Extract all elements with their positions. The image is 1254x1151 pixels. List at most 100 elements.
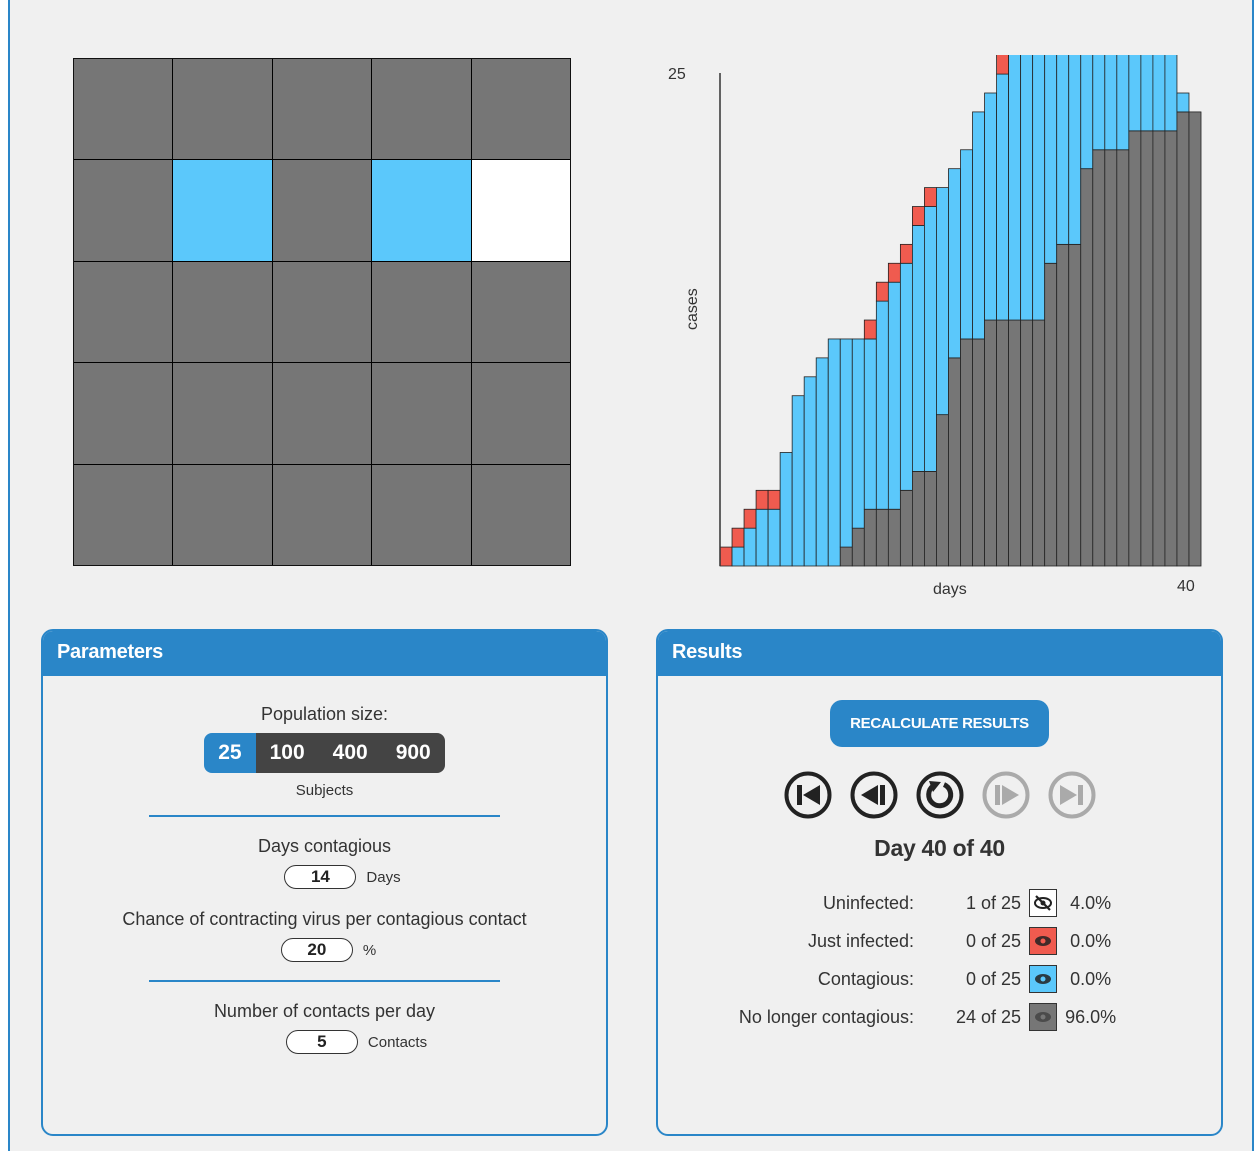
first-icon[interactable] (784, 771, 832, 819)
days-unit-label: Days (366, 868, 401, 886)
bar-contagious (1128, 55, 1142, 132)
bar-no-longer (948, 357, 961, 567)
simulation-app: 25 40 days cases Parameters Population s… (8, 0, 1254, 1151)
grid-cell (372, 59, 471, 160)
results-header: Results (658, 631, 1221, 676)
bar-no-longer (1044, 262, 1058, 567)
stat-swatch[interactable] (1025, 998, 1061, 1036)
bar-just-infected (731, 527, 745, 548)
population-option-100[interactable]: 100 (255, 733, 319, 773)
population-option-25[interactable]: 25 (204, 733, 256, 773)
parameters-header: Parameters (43, 631, 606, 676)
bar-contagious (1116, 55, 1130, 151)
bar-no-longer (863, 508, 877, 567)
bar-contagious (875, 300, 889, 510)
population-size-label: Population size: (260, 704, 389, 724)
bar-just-infected (767, 489, 781, 510)
bar-contagious (827, 338, 841, 567)
bar-no-longer (839, 546, 853, 567)
bar-contagious (1008, 55, 1022, 321)
stat-swatch[interactable] (1025, 884, 1061, 922)
bar-no-longer (996, 319, 1010, 567)
bar-contagious (1068, 55, 1082, 245)
stat-percent: 96.0% (1065, 1006, 1117, 1027)
stat-percent: 0.0% (1070, 968, 1112, 989)
grid-cell (272, 363, 372, 464)
bar-contagious (1176, 92, 1190, 113)
bar-no-longer (984, 319, 997, 567)
days-contagious-input[interactable]: 14 (284, 865, 357, 889)
y-axis-label: cases (684, 288, 701, 330)
divider (149, 980, 500, 982)
replay-icon[interactable] (916, 771, 964, 819)
results-panel: Results RECALCULATE RESULTS (656, 629, 1223, 1136)
bar-contagious (911, 225, 925, 472)
step-forward-icon[interactable] (982, 771, 1030, 819)
bar-no-longer (1128, 130, 1142, 567)
bar-contagious (1104, 55, 1118, 151)
bar-contagious (1164, 55, 1178, 132)
bar-contagious (924, 206, 937, 472)
grid-cell (372, 464, 471, 565)
day-counter: Day 40 of 40 (874, 835, 1005, 861)
bar-contagious (815, 357, 829, 567)
bar-no-longer (1056, 243, 1070, 567)
contacts-input[interactable]: 5 (285, 1030, 358, 1054)
bar-just-infected (924, 187, 937, 207)
bar-no-longer (1164, 130, 1178, 567)
bar-contagious (1092, 55, 1106, 151)
stat-label: Contagious: (817, 968, 914, 989)
chart-bars (719, 55, 1202, 567)
grid-cell (173, 261, 272, 363)
stat-count: 1 of 25 (966, 892, 1022, 913)
step-back-icon[interactable] (850, 771, 898, 819)
last-icon[interactable] (1048, 771, 1096, 819)
bar-no-longer (1140, 130, 1154, 567)
bar-no-longer (1104, 149, 1118, 567)
stat-count: 0 of 25 (966, 968, 1022, 989)
eye-slash-icon[interactable] (1029, 889, 1058, 917)
population-option-400[interactable]: 400 (318, 733, 382, 773)
eye-icon[interactable] (1029, 965, 1058, 993)
bar-no-longer (1092, 149, 1106, 567)
bar-no-longer (1188, 111, 1202, 567)
percent-unit-label: % (362, 941, 377, 959)
bar-contagious (1140, 55, 1154, 132)
bar-just-infected (863, 319, 877, 340)
bar-just-infected (743, 508, 757, 529)
stat-label: Uninfected: (822, 892, 914, 913)
bar-contagious (948, 168, 961, 359)
grid-cell (173, 59, 272, 160)
chance-label: Chance of contracting virus per contagio… (122, 909, 527, 929)
bar-contagious (1032, 55, 1046, 321)
stats-row: Uninfected: 1 of 25 4.0% (735, 884, 1120, 922)
bar-just-infected (911, 206, 925, 226)
eye-icon[interactable] (1029, 1003, 1058, 1031)
chance-input[interactable]: 20 (280, 938, 353, 962)
grid-cell (74, 464, 173, 565)
grid-cell (471, 363, 570, 464)
bar-no-longer (875, 508, 889, 567)
bar-no-longer (1068, 243, 1082, 567)
bar-contagious (1152, 55, 1166, 132)
stat-swatch[interactable] (1025, 960, 1061, 998)
bar-just-infected (887, 262, 901, 283)
playback-controls (658, 771, 1221, 819)
stat-label: Just infected: (807, 930, 914, 951)
recalculate-results-button[interactable]: RECALCULATE RESULTS (830, 700, 1049, 747)
bar-contagious (887, 281, 901, 510)
bar-contagious (839, 338, 853, 548)
bar-contagious (996, 73, 1010, 321)
grid-cell (74, 59, 173, 160)
grid-cell (173, 363, 272, 464)
grid-cell (272, 464, 372, 565)
population-size-selector: 25 100 400 900 (204, 733, 445, 773)
stat-percent: 4.0% (1070, 892, 1112, 913)
stats-row: Just infected: 0 of 25 0.0% (735, 922, 1120, 960)
eye-icon[interactable] (1029, 927, 1058, 955)
stat-swatch[interactable] (1025, 922, 1061, 960)
population-option-900[interactable]: 900 (381, 733, 445, 773)
grid-cell (272, 160, 372, 261)
subjects-label: Subjects (295, 782, 354, 799)
bar-contagious (863, 338, 877, 510)
